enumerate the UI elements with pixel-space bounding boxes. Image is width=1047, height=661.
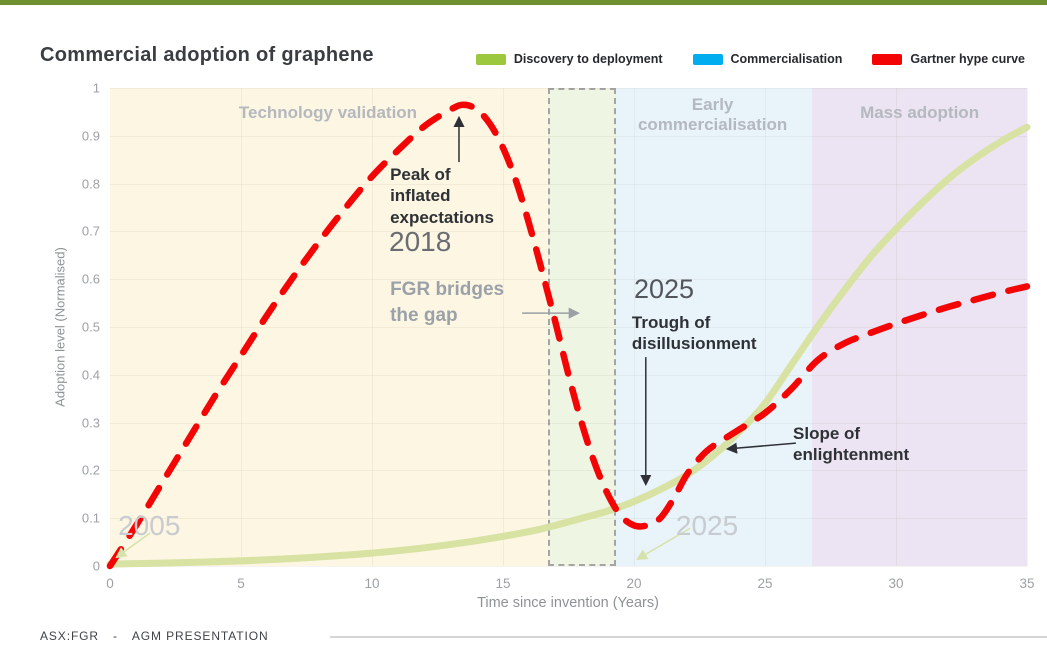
page-title: Commercial adoption of graphene [40,44,374,66]
legend-label: Discovery to deployment [513,52,663,66]
footer-ticker: ASX:FGR [40,629,99,643]
footer: ASX:FGR - AGM PRESENTATION [40,629,269,643]
x-axis-title: Time since invention (Years) [477,595,659,611]
brand-top-bar [0,0,1047,5]
footer-divider [330,636,1047,638]
start-2005-arrow [115,532,151,559]
legend-item-discovery-to-deployment: Discovery to deployment [475,52,663,66]
legend-item-gartner-hype-curve: Gartner hype curve [872,52,1025,66]
footer-separator: - [112,629,118,643]
footer-label: AGM PRESENTATION [131,629,269,643]
legend-item-commercialisation: Commercialisation [692,52,843,66]
legend-swatch-red [872,53,903,65]
legend-swatch-green [475,53,506,65]
legend-swatch-blue [692,53,723,65]
slope-arrow [725,442,796,454]
chart-legend: Discovery to deployment Commercialisatio… [475,52,1025,66]
curve-gartner-hype-curve [106,101,1031,570]
legend-label: Commercialisation [730,52,843,66]
start-2025-arrow [635,527,691,560]
curve-discovery-to-deployment [106,123,1031,568]
y-axis-title: Adoption level (Normalised) [52,247,68,407]
legend-label: Gartner hype curve [910,52,1025,66]
